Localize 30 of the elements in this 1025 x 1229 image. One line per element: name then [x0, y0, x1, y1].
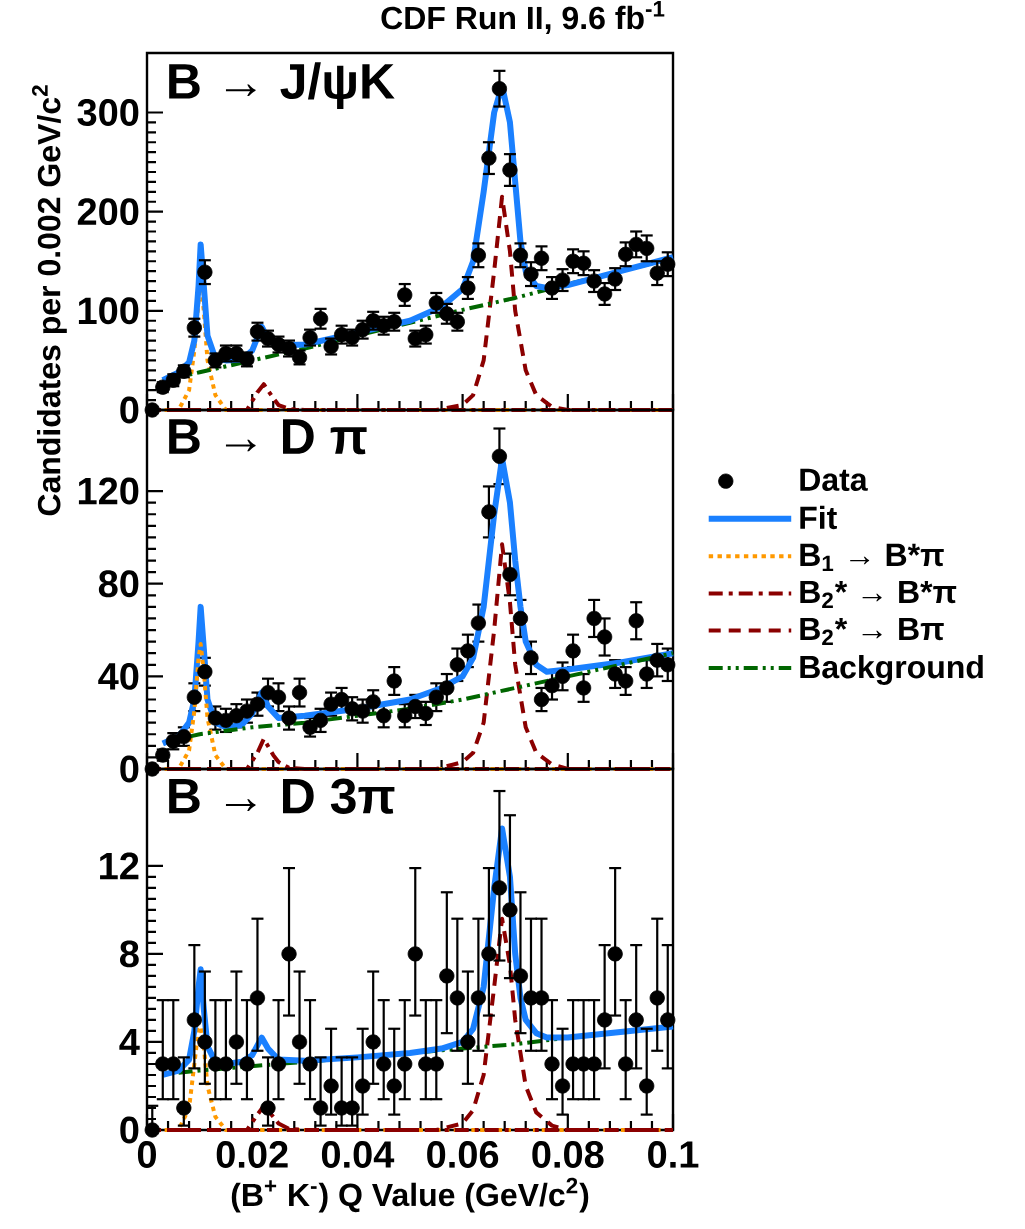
- x-tick-label: 0.02: [216, 1141, 288, 1168]
- legend-label: B$_{2}$* → Bπ: [800, 617, 944, 646]
- y-tick-label: 120: [78, 477, 139, 505]
- x-tick-label: 0.08: [532, 1141, 604, 1168]
- chart-title: CDF Run II, 9.6 fb$^{-1}$: [381, 1, 665, 34]
- x-tick-label: 0.1: [648, 1141, 699, 1168]
- x-axis-title: (B$^{+}$ K$^{-}$) Q Value (GeV/c$^{2}$): [231, 1177, 589, 1213]
- annotation: B → D 3π: [169, 778, 395, 814]
- legend-label: B$_{1}$ → B*π: [800, 543, 944, 572]
- y-tick-label: 8: [119, 940, 139, 968]
- annotation: B → D π: [169, 419, 367, 455]
- y-tick-label: 0: [120, 396, 139, 424]
- y-tick-label: 40: [98, 662, 139, 690]
- y-tick-label: 12: [100, 852, 139, 880]
- y-axis-title: Candidates per 0.002 GeV/c$^{2}$: [31, 85, 67, 516]
- x-tick-label: 0: [137, 1141, 157, 1168]
- legend-label: B$_{2}$* → B*π: [800, 580, 957, 609]
- x-tick-label: 0.06: [427, 1141, 499, 1168]
- y-tick-label: 300: [77, 99, 139, 126]
- x-tick-label: 0.04: [321, 1141, 395, 1168]
- annotation: B → J/ψK: [169, 62, 395, 109]
- y-tick-label: 0: [120, 755, 139, 783]
- legend-label: Background: [800, 654, 983, 685]
- y-tick-label: 100: [78, 297, 139, 325]
- legend-label: Data: [800, 468, 868, 491]
- y-tick-label: 0: [120, 1116, 139, 1144]
- y-tick-label: 200: [77, 198, 139, 226]
- legend-label: Fit: [800, 505, 837, 530]
- y-tick-label: 4: [119, 1028, 140, 1056]
- y-tick-label: 80: [98, 570, 139, 598]
